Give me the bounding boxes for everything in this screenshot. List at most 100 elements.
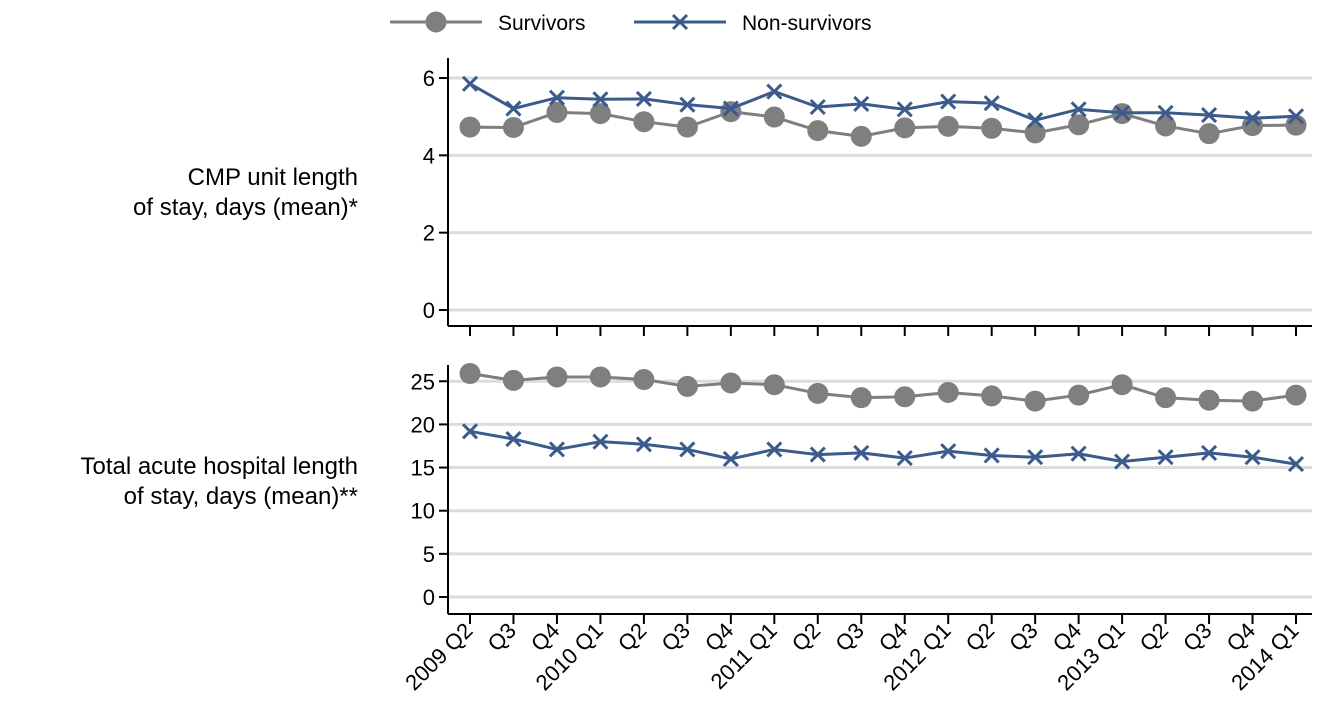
point-hospital-non-survivors-11 xyxy=(940,443,957,460)
point-hospital-non-survivors-19 xyxy=(1287,456,1305,473)
point-hospital-non-survivors-17 xyxy=(1200,444,1218,461)
x-tick-label-5: Q3 xyxy=(656,618,694,656)
legend-marker-survivors xyxy=(425,11,447,33)
point-cmp-survivors-0 xyxy=(459,116,481,138)
panel-total-hospital-length-of-stay: 0 5 10 15 20 25 Total acute hospital length of … xyxy=(80,362,1312,624)
point-hospital-survivors-10 xyxy=(894,386,916,408)
point-cmp-non-survivors-0 xyxy=(461,75,479,92)
point-hospital-non-survivors-6 xyxy=(722,450,739,467)
point-cmp-survivors-9 xyxy=(850,125,872,147)
point-hospital-non-survivors-4 xyxy=(635,436,652,453)
series-hospital-non-survivors xyxy=(461,423,1305,473)
point-cmp-survivors-8 xyxy=(807,120,829,142)
point-hospital-non-survivors-5 xyxy=(679,441,696,458)
row-label-line-hospital-0: Total acute hospital length xyxy=(80,453,358,480)
point-hospital-survivors-16 xyxy=(1155,387,1177,409)
row-label-line-hospital-1: of stay, days (mean)** xyxy=(124,483,358,510)
point-cmp-non-survivors-8 xyxy=(809,98,826,116)
point-cmp-non-survivors-12 xyxy=(983,95,1000,112)
row-label-line-cmp-1: of stay, days (mean)* xyxy=(133,194,358,221)
x-tick-label-4: Q2 xyxy=(613,618,651,656)
point-cmp-survivors-17 xyxy=(1198,123,1220,145)
y-tick-label-hospital-0: 0 xyxy=(423,585,435,610)
point-cmp-survivors-14 xyxy=(1068,114,1090,136)
row-label-hospital: Total acute hospital length of stay, days… xyxy=(80,453,358,510)
point-hospital-survivors-0 xyxy=(459,362,481,384)
point-hospital-survivors-14 xyxy=(1068,384,1090,406)
y-tick-label-cmp-0: 0 xyxy=(423,298,435,323)
point-cmp-non-survivors-7 xyxy=(766,83,783,100)
point-cmp-survivors-5 xyxy=(676,116,698,138)
point-hospital-non-survivors-2 xyxy=(548,441,566,458)
point-cmp-survivors-16 xyxy=(1155,115,1177,137)
series-hospital-survivors xyxy=(459,362,1307,412)
panel-cmp-unit-length-of-stay: 0 2 4 6 CMP unit length of stay, days (mean)* xyxy=(133,58,1312,336)
point-hospital-survivors-2 xyxy=(546,366,568,388)
series-line-hospital-non-survivors xyxy=(469,429,1297,466)
point-hospital-survivors-7 xyxy=(763,374,785,396)
point-hospital-non-survivors-18 xyxy=(1244,449,1261,466)
point-cmp-non-survivors-3 xyxy=(592,91,609,108)
point-hospital-survivors-19 xyxy=(1285,384,1307,406)
point-hospital-survivors-12 xyxy=(981,385,1003,407)
point-hospital-non-survivors-13 xyxy=(1027,449,1044,466)
row-label-cmp: CMP unit length of stay, days (mean)* xyxy=(133,164,358,221)
point-cmp-non-survivors-14 xyxy=(1070,101,1087,118)
point-cmp-non-survivors-10 xyxy=(896,101,913,118)
point-hospital-non-survivors-12 xyxy=(983,447,1000,464)
y-tick-label-hospital-5: 5 xyxy=(423,542,435,567)
point-cmp-non-survivors-18 xyxy=(1244,110,1261,127)
point-hospital-survivors-8 xyxy=(807,382,829,404)
point-cmp-survivors-10 xyxy=(894,117,916,139)
point-cmp-non-survivors-16 xyxy=(1157,104,1174,121)
point-hospital-survivors-1 xyxy=(502,369,524,391)
legend-label-survivors: Survivors xyxy=(498,12,586,35)
point-hospital-non-survivors-14 xyxy=(1070,445,1087,462)
point-cmp-survivors-7 xyxy=(763,106,785,128)
point-cmp-non-survivors-6 xyxy=(722,100,739,117)
series-cmp-survivors xyxy=(459,101,1307,147)
y-tick-label-cmp-6: 6 xyxy=(423,66,435,91)
point-hospital-survivors-6 xyxy=(720,372,742,394)
point-cmp-non-survivors-13 xyxy=(1027,112,1044,129)
point-cmp-survivors-13 xyxy=(1024,122,1046,144)
point-hospital-non-survivors-8 xyxy=(809,446,826,463)
point-cmp-non-survivors-1 xyxy=(505,100,522,117)
point-hospital-non-survivors-9 xyxy=(853,444,870,461)
x-tick-label-1: Q3 xyxy=(483,618,521,656)
series-line-cmp-non-survivors xyxy=(469,82,1297,122)
point-hospital-survivors-5 xyxy=(676,375,698,397)
point-cmp-survivors-1 xyxy=(502,116,524,138)
x-tick-label-16: Q2 xyxy=(1135,618,1173,656)
point-hospital-survivors-18 xyxy=(1242,390,1264,412)
point-cmp-non-survivors-15 xyxy=(1114,104,1131,121)
point-hospital-non-survivors-10 xyxy=(896,450,913,467)
point-hospital-survivors-17 xyxy=(1198,389,1220,411)
point-hospital-non-survivors-0 xyxy=(461,423,479,440)
point-cmp-non-survivors-4 xyxy=(635,90,652,107)
x-tick-label-8: Q2 xyxy=(787,618,825,656)
point-cmp-survivors-11 xyxy=(937,115,959,137)
point-cmp-survivors-4 xyxy=(633,111,655,133)
point-cmp-survivors-18 xyxy=(1242,115,1264,137)
y-tick-label-hospital-10: 10 xyxy=(411,499,435,524)
point-hospital-survivors-13 xyxy=(1024,390,1046,412)
x-tick-label-17: Q3 xyxy=(1178,618,1216,656)
point-hospital-non-survivors-15 xyxy=(1114,453,1131,470)
point-hospital-survivors-4 xyxy=(633,369,655,391)
point-cmp-survivors-2 xyxy=(546,101,568,123)
point-hospital-non-survivors-3 xyxy=(592,433,609,450)
y-tick-label-hospital-20: 20 xyxy=(411,412,435,437)
y-tick-label-cmp-2: 2 xyxy=(423,221,435,246)
point-cmp-non-survivors-11 xyxy=(940,93,957,110)
row-label-line-cmp-0: CMP unit length xyxy=(188,164,358,191)
series-cmp-non-survivors xyxy=(461,75,1305,129)
point-hospital-survivors-15 xyxy=(1111,374,1133,396)
point-cmp-non-survivors-17 xyxy=(1200,107,1218,124)
y-tick-label-hospital-15: 15 xyxy=(411,456,435,481)
y-tick-label-cmp-4: 4 xyxy=(423,143,435,168)
point-hospital-non-survivors-1 xyxy=(505,431,522,448)
point-cmp-non-survivors-9 xyxy=(853,95,870,112)
